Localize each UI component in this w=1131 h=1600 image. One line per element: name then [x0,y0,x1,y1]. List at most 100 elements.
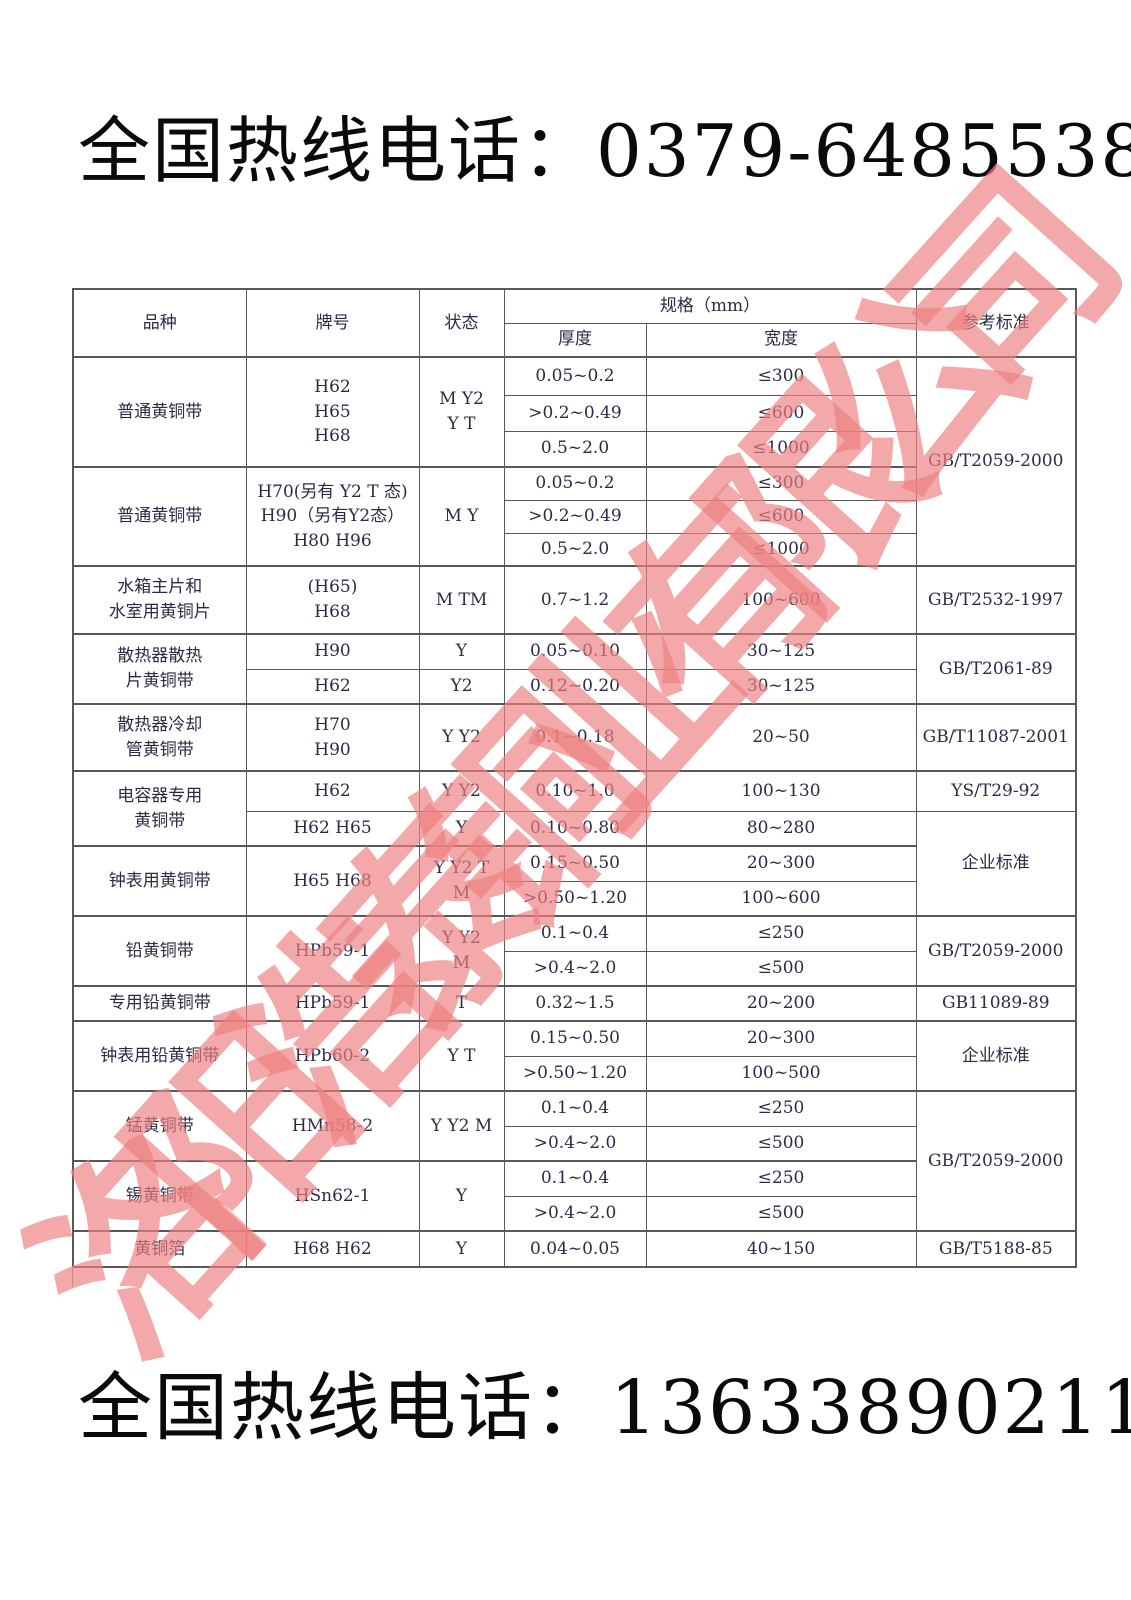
cell-thickness: 0.12~0.20 [503,668,647,705]
cell-grade: HMn58-2 [245,1090,420,1162]
cell-variety: 散热器散热 片黄铜带 [72,633,247,705]
cell-thickness: 0.1~0.18 [503,703,647,772]
cell-state: Y Y2 T M [418,845,505,917]
table-row: 水箱主片和 水室用黄铜片 (H65) H68 M TM 0.7~1.2 100~… [72,565,1077,635]
table-row: 散热器冷却 管黄铜带 H70 H90 Y Y2 0.1~0.18 20~50 G… [72,703,1077,772]
header-spec: 规格（mm） [503,288,917,324]
cell-state: M Y [418,466,505,567]
cell-width: 20~300 [645,1020,917,1057]
cell-grade: H62 [245,668,420,705]
cell-width: 40~150 [645,1230,917,1268]
table-row: >0.2~0.49 ≤600 [73,499,1076,534]
cell-width: ≤500 [645,950,917,987]
cell-thickness: 0.15~0.50 [503,845,647,882]
cell-state: M Y2 Y T [418,356,505,468]
cell-state: Y [418,1230,505,1268]
cell-state: Y Y2 M [418,915,505,987]
cell-state: Y [418,1160,505,1232]
table-row: 钟表用铅黄铜带 HPb60-2 Y T 0.15~0.50 20~300 企业标… [72,1020,1077,1092]
cell-thickness: >0.4~2.0 [503,950,647,987]
cell-state: Y Y2 [418,703,505,772]
cell-standard: GB/T11087-2001 [915,703,1077,772]
cell-thickness: 0.05~0.2 [503,466,647,501]
cell-standard: GB/T2059-2000 [915,915,1077,987]
cell-width: 20~200 [645,985,917,1022]
cell-thickness: >0.4~2.0 [503,1125,647,1162]
cell-variety: 锰黄铜带 [72,1090,247,1162]
table-left-border-artifact [72,1267,73,1287]
table-row: >0.4~2.0 ≤500 [73,950,1076,987]
cell-width: ≤1000 [645,430,917,468]
cell-standard: YS/T29-92 [915,770,1077,812]
cell-variety: 散热器冷却 管黄铜带 [72,703,247,772]
cell-grade: H62 [245,770,420,812]
cell-variety: 铅黄铜带 [72,915,247,987]
table-row: 铅黄铜带 HPb59-1 Y Y2 M 0.1~0.4 ≤250 GB/T205… [72,915,1077,987]
table-row: 专用铅黄铜带 HPb59-1 T 0.32~1.5 20~200 GB11089… [72,985,1077,1022]
header-state: 状态 [418,288,505,358]
cell-grade: H65 H68 [245,845,420,917]
header-grade: 牌号 [245,288,420,358]
cell-variety: 黄铜箔 [72,1230,247,1268]
cell-width: 100~130 [645,770,917,812]
table-row: 普通黄铜带 H62 H65 H68 M Y2 Y T 0.05~0.2 ≤300… [72,356,1077,567]
cell-grade: H90 [245,633,420,670]
cell-standard: GB/T5188-85 [915,1230,1077,1268]
table-header-row-1: 品种 牌号 状态 规格（mm） 参考标准 [72,288,1077,358]
table-header-row-2: 厚度 宽度 [73,322,1076,358]
cell-thickness: 0.32~1.5 [503,985,647,1022]
cell-variety: 专用铅黄铜带 [72,985,247,1022]
table-row: >0.50~1.20 100~600 [73,880,1076,917]
header-variety: 品种 [72,288,247,358]
cell-thickness: 0.1~0.4 [503,1090,647,1127]
cell-thickness: >0.2~0.49 [503,499,647,534]
cell-thickness: 0.10~0.80 [503,810,647,847]
cell-width: 30~125 [645,668,917,705]
table-row: >0.50~1.20 100~500 [73,1055,1076,1092]
table-row: 电容器专用 黄铜带 H62 Y Y2 0.10~1.0 100~130 YS/T… [72,770,1077,847]
table-row: >0.4~2.0 ≤500 [73,1195,1076,1232]
header-standard: 参考标准 [915,288,1077,358]
cell-thickness: 0.1~0.4 [503,915,647,952]
cell-width: 100~500 [645,1055,917,1092]
cell-state: Y [418,633,505,670]
table-row: 锰黄铜带 HMn58-2 Y Y2 M 0.1~0.4 ≤250 GB/T205… [72,1090,1077,1232]
cell-width: 100~600 [645,565,917,635]
table-row: >0.2~0.49 ≤600 [73,394,1076,432]
cell-thickness: 0.15~0.50 [503,1020,647,1057]
hotline-phone-bottom: 全国热线电话：13633890211 [78,1365,1131,1451]
cell-width: 20~50 [645,703,917,772]
cell-grade: H68 H62 [245,1230,420,1268]
cell-grade: HSn62-1 [245,1160,420,1232]
cell-width: ≤600 [645,394,917,432]
cell-width: ≤250 [645,915,917,952]
cell-width: 80~280 [645,810,917,847]
cell-standard: 企业标准 [915,810,1077,917]
cell-standard: GB11089-89 [915,985,1077,1022]
cell-grade: H62 H65 H68 [245,356,420,468]
cell-grade: HPb60-2 [245,1020,420,1092]
cell-width: ≤500 [645,1125,917,1162]
cell-variety: 水箱主片和 水室用黄铜片 [72,565,247,635]
cell-standard: GB/T2059-2000 [915,356,1077,567]
cell-variety: 电容器专用 黄铜带 [72,770,247,847]
cell-width: 100~600 [645,880,917,917]
cell-variety: 钟表用黄铜带 [72,845,247,917]
table-row: 普通黄铜带 H70(另有 Y2 T 态) H90（另有Y2态） H80 H96 … [72,466,1076,567]
cell-state: Y Y2 M [418,1090,505,1162]
cell-state: Y Y2 [418,770,505,812]
cell-thickness: 0.05~0.2 [503,356,647,396]
table-row: 0.5~2.0 ≤1000 [73,532,1076,567]
cell-state: M TM [418,565,505,635]
hotline-phone-top: 全国热线电话：0379-64855389 [78,109,1131,193]
cell-grade: (H65) H68 [245,565,420,635]
cell-variety: 普通黄铜带 [72,466,247,567]
table-row: 钟表用黄铜带 H65 H68 Y Y2 T M 0.15~0.50 20~300 [72,845,1076,917]
cell-grade: H70(另有 Y2 T 态) H90（另有Y2态） H80 H96 [245,466,420,567]
cell-thickness: >0.2~0.49 [503,394,647,432]
cell-thickness: 0.04~0.05 [503,1230,647,1268]
cell-width: ≤250 [645,1160,917,1197]
cell-grade: HPb59-1 [245,915,420,987]
cell-thickness: >0.50~1.20 [503,880,647,917]
